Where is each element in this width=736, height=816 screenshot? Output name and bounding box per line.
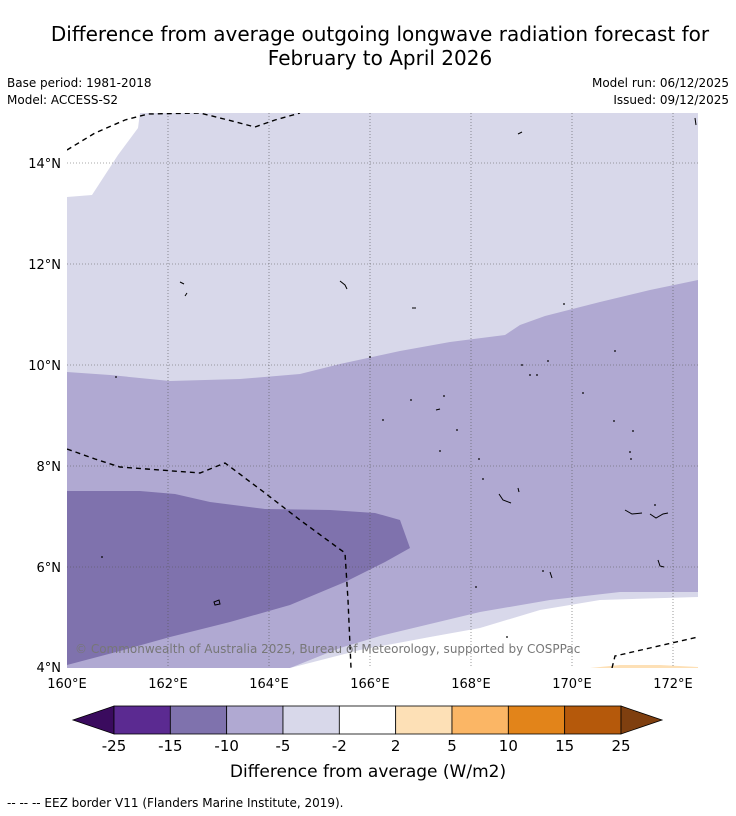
model-run: Model run: 06/12/2025 xyxy=(591,76,729,90)
field-warm-patch xyxy=(590,665,698,668)
base-period: Base period: 1981-2018 xyxy=(7,76,152,90)
title-line-1: Difference from average outgoing longwav… xyxy=(50,22,710,46)
field-white-bottom xyxy=(290,597,698,668)
x-tick-170: 170°E xyxy=(552,677,592,692)
colorbar-tick: -10 xyxy=(214,737,239,755)
gridlines xyxy=(67,113,698,668)
map-title: Difference from average outgoing longwav… xyxy=(0,22,736,70)
title-line-2: February to April 2026 xyxy=(267,46,493,70)
colorbar-cell xyxy=(282,705,340,735)
small-islets xyxy=(101,303,656,638)
eez-borders xyxy=(67,113,698,668)
y-tick-6: 6°N xyxy=(37,561,62,576)
eez-legend-note: -- -- -- EEZ border V11 (Flanders Marine… xyxy=(7,796,344,810)
colorbar-cells xyxy=(113,705,622,735)
colorbar-cell xyxy=(226,705,284,735)
colorbar-cell xyxy=(507,705,566,735)
model-name: Model: ACCESS-S2 xyxy=(7,93,119,107)
colorbar: -25 -15 -10 -5 -2 2 5 10 15 25 xyxy=(71,705,664,755)
colorbar-tick: -15 xyxy=(158,737,183,755)
colorbar-cell xyxy=(338,705,397,735)
y-axis-labels: 4°N 6°N 8°N 10°N 12°N 14°N xyxy=(28,157,61,676)
colorbar-extend-low xyxy=(71,705,115,735)
y-tick-12: 12°N xyxy=(28,258,61,273)
x-tick-168: 168°E xyxy=(451,677,491,692)
x-tick-166: 166°E xyxy=(350,677,390,692)
colorbar-tick: 25 xyxy=(611,737,630,755)
colorbar-cell xyxy=(395,705,453,735)
y-tick-10: 10°N xyxy=(28,359,61,374)
y-tick-8: 8°N xyxy=(37,460,62,475)
colorbar-cell xyxy=(113,705,171,735)
colorbar-cell xyxy=(564,705,622,735)
colorbar-tick: 2 xyxy=(391,737,401,755)
x-tick-160: 160°E xyxy=(47,677,87,692)
field-white-topleft xyxy=(67,113,140,197)
colorbar-tick: -5 xyxy=(276,737,291,755)
colorbar-cell xyxy=(451,705,509,735)
x-tick-172: 172°E xyxy=(653,677,693,692)
metadata-right: Model run: 06/12/2025 Issued: 09/12/2025 xyxy=(592,75,729,109)
y-tick-4: 4°N xyxy=(37,661,62,676)
issued-date: Issued: 09/12/2025 xyxy=(613,93,729,107)
islands xyxy=(179,117,697,606)
colorbar-cell xyxy=(169,705,228,735)
colorbar-extend-high xyxy=(620,705,664,735)
colorbar-tick: 15 xyxy=(555,737,574,755)
colorbar-label: Difference from average (W/m2) xyxy=(229,762,507,782)
colorbar-tick-labels: -25 -15 -10 -5 -2 2 5 10 15 25 xyxy=(102,737,631,755)
copyright-text: © Commonwealth of Australia 2025, Bureau… xyxy=(75,642,580,656)
metadata-left: Base period: 1981-2018 Model: ACCESS-S2 xyxy=(7,75,152,109)
x-axis-labels: 160°E 162°E 164°E 166°E 168°E 170°E 172°… xyxy=(47,677,693,692)
colorbar-tick: -2 xyxy=(332,737,347,755)
x-tick-164: 164°E xyxy=(249,677,289,692)
x-tick-162: 162°E xyxy=(148,677,188,692)
y-tick-14: 14°N xyxy=(28,157,61,172)
anomaly-field: © Commonwealth of Australia 2025, Bureau… xyxy=(67,113,698,668)
colorbar-tick: 10 xyxy=(499,737,518,755)
colorbar-tick: -25 xyxy=(102,737,127,755)
field-dark-purple xyxy=(67,491,410,665)
colorbar-tick: 5 xyxy=(447,737,457,755)
